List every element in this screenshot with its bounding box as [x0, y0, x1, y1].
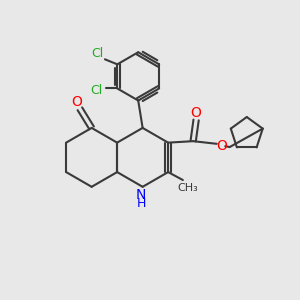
Text: Cl: Cl — [91, 84, 103, 97]
Text: O: O — [191, 106, 202, 121]
Text: O: O — [71, 95, 82, 109]
Text: Cl: Cl — [91, 47, 104, 60]
Text: N: N — [136, 188, 146, 202]
Text: O: O — [216, 139, 227, 153]
Text: CH₃: CH₃ — [178, 183, 198, 193]
Text: H: H — [136, 197, 146, 210]
